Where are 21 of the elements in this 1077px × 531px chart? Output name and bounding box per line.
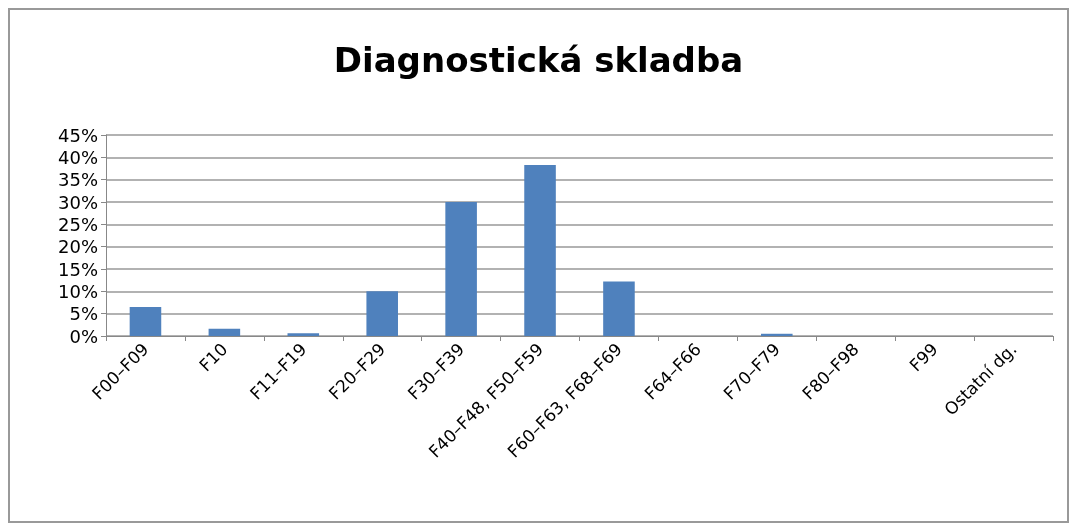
x-tick-label: F99 [905, 338, 942, 376]
y-tick-label: 0% [69, 325, 98, 347]
bar [524, 164, 556, 336]
y-tick-label: 10% [57, 280, 98, 302]
y-tick-label: 5% [69, 303, 98, 325]
x-tick-label: F10 [195, 338, 232, 376]
bar [366, 291, 398, 336]
y-tick-label: 45% [57, 124, 98, 146]
y-tick-label: 40% [57, 146, 98, 168]
bar [129, 306, 162, 336]
chart-title: Diagnostická skladba [333, 40, 744, 80]
y-tick-label: 15% [57, 258, 98, 280]
bar [603, 281, 635, 336]
y-tick-label: 25% [57, 213, 98, 235]
bar [287, 333, 320, 336]
y-tick-label: 20% [57, 236, 98, 258]
bar [761, 333, 793, 336]
y-tick-label: 30% [57, 191, 98, 213]
y-tick-label: 35% [57, 169, 98, 191]
bar [445, 202, 477, 336]
bar [208, 328, 241, 336]
